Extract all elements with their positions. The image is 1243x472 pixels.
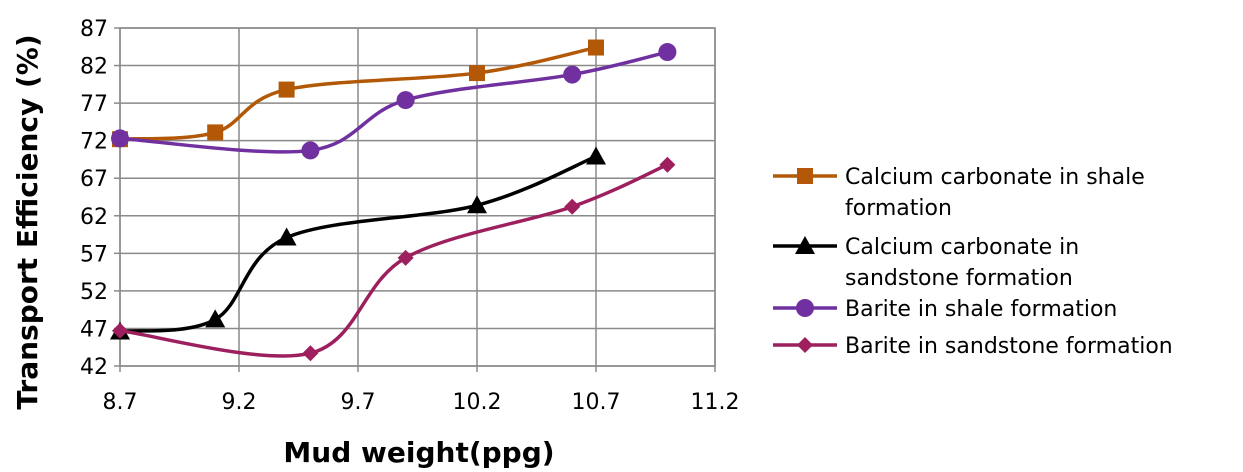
legend-marker-triangle: [795, 236, 815, 254]
legend-item-2: Calcium carbonate in sandstone formation: [773, 235, 1079, 291]
y-tick-label: 72: [80, 130, 108, 155]
data-point-square: [588, 39, 604, 56]
legend-label: Calcium carbonate in shale: [845, 165, 1145, 190]
series-line: [119, 45, 597, 141]
legend-label: Barite in shale formation: [845, 297, 1117, 322]
series-line: [119, 163, 669, 358]
x-tick-label: 9.2: [222, 390, 257, 415]
series-line: [119, 154, 597, 334]
legend-item-1: Calcium carbonate in shale formation: [773, 165, 1145, 221]
y-tick-labels: 42 47 52 57 62 67 72 77 82 87: [80, 17, 108, 380]
x-tick-label: 10.7: [572, 390, 621, 415]
data-point-circle: [396, 91, 415, 110]
data-point-circle: [111, 129, 129, 148]
legend-marker-circle: [796, 299, 814, 317]
data-point-diamond: [397, 249, 414, 266]
legend: Calcium carbonate in shaleformationCalci…: [773, 165, 1173, 359]
data-point-circle: [563, 65, 582, 84]
y-tick-label: 67: [80, 167, 108, 192]
data-point-triangle: [467, 195, 487, 214]
y-tick-label: 42: [80, 355, 108, 380]
y-axis-title: Transport Efficiency (%): [11, 34, 44, 409]
series-2: [110, 146, 606, 340]
legend-marker-square: [797, 168, 813, 184]
y-tick-label: 82: [80, 55, 108, 80]
data-point-circle: [658, 43, 677, 62]
x-tick-label: 10.2: [453, 390, 502, 415]
y-tick-label: 47: [80, 317, 108, 342]
y-tick-label: 87: [80, 17, 108, 42]
series-3: [111, 43, 677, 160]
data-point-square: [207, 124, 224, 141]
data-point-triangle: [586, 146, 606, 165]
x-tick-labels: 8.7 9.2 9.7 10.2 10.7 11.2: [103, 390, 740, 415]
data-point-square: [278, 81, 295, 98]
legend-label: Barite in sandstone formation: [845, 334, 1173, 359]
legend-label: Calcium carbonate in: [845, 235, 1079, 260]
legend-item-3: Barite in shale formation: [773, 297, 1117, 322]
y-tick-label: 62: [80, 205, 108, 230]
data-point-diamond: [564, 198, 581, 215]
x-tick-label: 9.7: [341, 390, 376, 415]
data-point-triangle: [276, 227, 297, 246]
legend-label: sandstone formation: [845, 266, 1073, 291]
data-point-circle: [301, 141, 320, 160]
data-point-triangle: [205, 309, 226, 328]
x-tick-label: 11.2: [691, 390, 740, 415]
data-point-square: [469, 65, 485, 82]
legend-item-4: Barite in sandstone formation: [773, 334, 1173, 359]
data-point-diamond: [302, 345, 319, 362]
y-tick-label: 77: [80, 92, 108, 117]
series-lines: [110, 39, 677, 362]
legend-marker-diamond: [797, 337, 813, 353]
series-4: [112, 156, 676, 362]
x-tick-label: 8.7: [103, 390, 138, 415]
plot-area-border: [119, 27, 716, 367]
data-point-diamond: [112, 322, 128, 339]
y-tick-label: 57: [80, 242, 108, 267]
x-axis-title: Mud weight(ppg): [283, 436, 554, 469]
y-tick-label: 52: [80, 280, 108, 305]
legend-label: formation: [845, 196, 952, 221]
data-point-diamond: [659, 156, 676, 173]
